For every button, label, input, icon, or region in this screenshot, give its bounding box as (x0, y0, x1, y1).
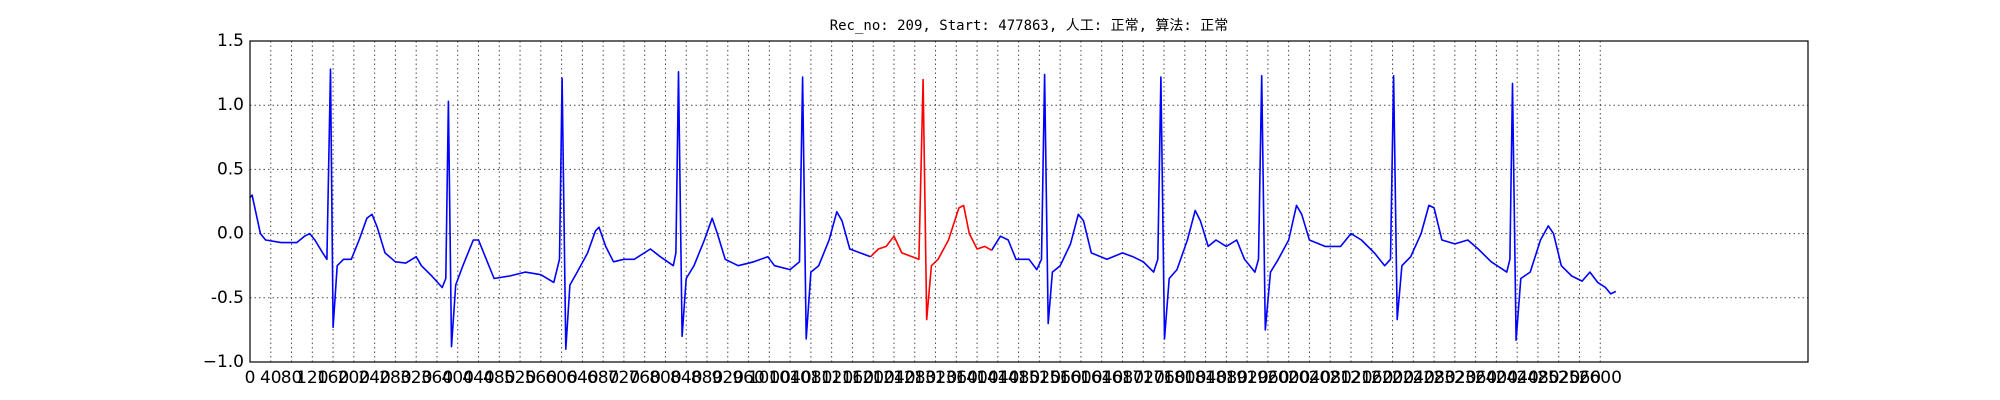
x-tick-label: 200 (338, 368, 370, 388)
x-tick-label: 160 (317, 368, 349, 388)
x-tick-label: 1360 (935, 368, 978, 388)
x-tick-label: 2120 (1329, 368, 1372, 388)
chart-title: Rec_no: 209, Start: 477863, 人工: 正常, 算法: … (830, 18, 1229, 34)
x-tick-label: 1600 (1059, 368, 1102, 388)
x-tick-label: 2600 (1579, 368, 1622, 388)
x-tick-label: 1440 (976, 368, 1019, 388)
x-tick-label: 120 (296, 368, 328, 388)
x-tick-label: 840 (670, 368, 702, 388)
y-tick-label: 0.5 (217, 159, 244, 179)
x-tick-label: 0 (245, 368, 256, 388)
y-tick-label: 0.0 (217, 224, 244, 244)
x-tick-label: 1480 (997, 368, 1040, 388)
x-tick-label: 360 (421, 368, 453, 388)
x-tick-label: 2560 (1558, 368, 1601, 388)
x-tick-label: 2200 (1371, 368, 1414, 388)
x-tick-label: 1800 (1163, 368, 1206, 388)
x-tick-label: 800 (649, 368, 681, 388)
x-tick-label: 1680 (1101, 368, 1144, 388)
x-tick-label: 1560 (1039, 368, 1082, 388)
x-tick-label: 1080 (789, 368, 832, 388)
x-tick-label: 2440 (1496, 368, 1539, 388)
ecg-line (870, 78, 993, 321)
x-tick-label: 720 (608, 368, 640, 388)
x-tick-label: 1520 (1018, 368, 1061, 388)
x-tick-label: 760 (628, 368, 660, 388)
y-tick-label: 1.0 (217, 95, 244, 115)
x-tick-label: 2400 (1475, 368, 1518, 388)
x-tick-label: 1000 (748, 368, 791, 388)
x-tick-label: 2480 (1516, 368, 1559, 388)
x-tick-label: 920 (712, 368, 744, 388)
x-tick-label: 80 (281, 368, 303, 388)
x-tick-label: 1240 (872, 368, 915, 388)
x-tick-label: 2000 (1267, 368, 1310, 388)
x-tick-label: 1640 (1080, 368, 1123, 388)
x-tick-label: 320 (400, 368, 432, 388)
x-tick-label: 600 (545, 368, 577, 388)
x-tick-label: 1880 (1205, 368, 1248, 388)
x-tick-label: 640 (566, 368, 598, 388)
x-tick-label: 2280 (1412, 368, 1455, 388)
x-tick-label: 520 (504, 368, 536, 388)
x-tick-label: 1760 (1142, 368, 1185, 388)
x-tick-label: 1920 (1225, 368, 1268, 388)
x-tick-label: 40 (260, 368, 282, 388)
x-tick-label: 440 (462, 368, 494, 388)
y-tick-label: −1.0 (203, 352, 244, 372)
x-tick-label: 400 (442, 368, 474, 388)
x-tick-label: 1200 (852, 368, 895, 388)
x-tick-label: 2040 (1288, 368, 1331, 388)
x-tick-label: 1120 (810, 368, 853, 388)
x-tick-label: 1720 (1122, 368, 1165, 388)
x-tick-label: 2080 (1309, 368, 1352, 388)
x-tick-label: 1960 (1246, 368, 1289, 388)
x-tick-label: 2240 (1392, 368, 1435, 388)
x-tick-label: 2520 (1537, 368, 1580, 388)
x-tick-label: 480 (483, 368, 515, 388)
x-tick-label: 960 (732, 368, 764, 388)
plot-frame (249, 40, 1809, 363)
x-tick-label: 1840 (1184, 368, 1227, 388)
ecg-line (249, 68, 1617, 350)
x-tick-label: 1040 (768, 368, 811, 388)
x-tick-label: 1320 (914, 368, 957, 388)
x-tick-label: 560 (525, 368, 557, 388)
x-tick-label: 880 (691, 368, 723, 388)
x-tick-label: 2160 (1350, 368, 1393, 388)
y-tick-label: -0.5 (211, 288, 244, 308)
x-tick-label: 1280 (893, 368, 936, 388)
x-tick-label: 2320 (1433, 368, 1476, 388)
x-tick-label: 1400 (955, 368, 998, 388)
x-tick-label: 1160 (831, 368, 874, 388)
x-tick-label: 680 (587, 368, 619, 388)
x-tick-label: 280 (379, 368, 411, 388)
x-tick-label: 2360 (1454, 368, 1497, 388)
y-tick-label: 1.5 (217, 31, 244, 51)
x-tick-label: 240 (358, 368, 390, 388)
